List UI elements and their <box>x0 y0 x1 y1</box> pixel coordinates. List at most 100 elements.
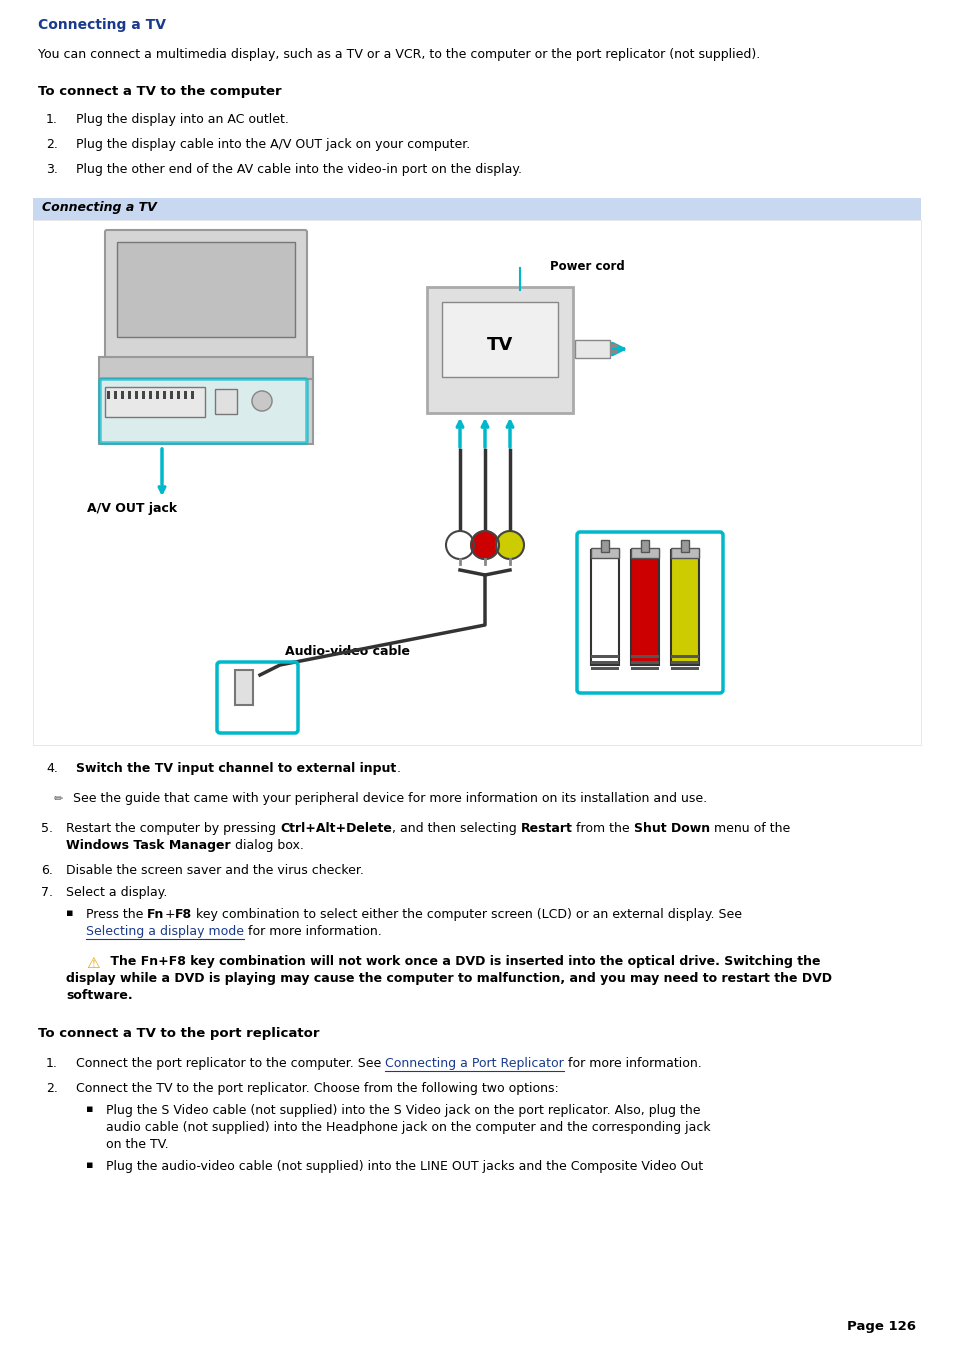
Text: TV: TV <box>486 336 513 354</box>
Bar <box>670 550 699 665</box>
Circle shape <box>446 531 474 559</box>
Text: ▪: ▪ <box>66 908 73 917</box>
Bar <box>680 540 688 553</box>
Bar <box>590 550 618 665</box>
Text: Connect the TV to the port replicator. Choose from the following two options:: Connect the TV to the port replicator. C… <box>76 1082 558 1096</box>
Text: audio cable (not supplied) into the Headphone jack on the computer and the corre: audio cable (not supplied) into the Head… <box>106 1121 710 1133</box>
FancyBboxPatch shape <box>100 380 307 443</box>
Bar <box>156 390 159 399</box>
Text: Switch the TV input channel to external input: Switch the TV input channel to external … <box>76 762 395 775</box>
Text: Plug the S Video cable (not supplied) into the S Video jack on the port replicat: Plug the S Video cable (not supplied) in… <box>106 1104 700 1117</box>
Text: 3.: 3. <box>46 163 58 176</box>
Bar <box>128 390 131 399</box>
Bar <box>149 390 152 399</box>
Bar <box>670 661 699 663</box>
Text: 6.: 6. <box>41 865 52 877</box>
Text: 1.: 1. <box>46 1056 58 1070</box>
Bar <box>142 390 145 399</box>
Text: 5.: 5. <box>41 821 53 835</box>
Bar <box>630 655 659 658</box>
Bar <box>670 667 699 670</box>
Text: , and then selecting: , and then selecting <box>392 821 520 835</box>
Text: software.: software. <box>66 989 132 1002</box>
Text: Connecting a TV: Connecting a TV <box>42 201 156 213</box>
Bar <box>609 345 618 349</box>
Text: ⚠: ⚠ <box>86 957 99 971</box>
Text: .: . <box>395 762 400 775</box>
Bar <box>170 390 172 399</box>
Text: on the TV.: on the TV. <box>106 1138 169 1151</box>
Text: dialog box.: dialog box. <box>231 839 303 852</box>
Circle shape <box>496 531 523 559</box>
Text: F8: F8 <box>175 908 193 921</box>
Bar <box>630 661 659 663</box>
Bar <box>99 380 313 444</box>
Bar <box>33 220 920 744</box>
Bar <box>177 390 180 399</box>
Text: ✏: ✏ <box>54 794 63 804</box>
Text: 1.: 1. <box>46 113 58 126</box>
Bar <box>590 549 618 558</box>
Text: You can connect a multimedia display, such as a TV or a VCR, to the computer or : You can connect a multimedia display, su… <box>38 49 760 61</box>
Text: Audio-video cable: Audio-video cable <box>285 644 410 658</box>
Text: Ctrl+Alt+Delete: Ctrl+Alt+Delete <box>280 821 392 835</box>
Text: display while a DVD is playing may cause the computer to malfunction, and you ma: display while a DVD is playing may cause… <box>66 971 831 985</box>
Text: key combination to select either the computer screen (LCD) or an external displa: key combination to select either the com… <box>193 908 741 921</box>
Text: Restart: Restart <box>520 821 572 835</box>
Text: 7.: 7. <box>41 886 53 898</box>
Text: 4.: 4. <box>46 762 58 775</box>
Text: Page 126: Page 126 <box>846 1320 915 1333</box>
Text: Plug the display cable into the A/V OUT jack on your computer.: Plug the display cable into the A/V OUT … <box>76 138 470 151</box>
Text: The Fn+F8 key combination will not work once a DVD is inserted into the optical : The Fn+F8 key combination will not work … <box>106 955 820 969</box>
Text: A/V OUT jack: A/V OUT jack <box>87 503 177 515</box>
Text: See the guide that came with your peripheral device for more information on its : See the guide that came with your periph… <box>73 792 706 805</box>
Bar <box>609 350 618 354</box>
Bar <box>214 389 236 413</box>
Bar <box>99 357 313 380</box>
Bar <box>191 390 193 399</box>
Bar <box>630 550 659 665</box>
Text: Press the: Press the <box>86 908 147 921</box>
Text: from the: from the <box>572 821 634 835</box>
Bar <box>600 540 608 553</box>
Text: Connecting a Port Replicator: Connecting a Port Replicator <box>385 1056 563 1070</box>
Text: menu of the: menu of the <box>709 821 790 835</box>
Bar <box>590 667 618 670</box>
FancyBboxPatch shape <box>105 230 307 359</box>
Bar <box>121 390 124 399</box>
Text: ▪: ▪ <box>86 1104 93 1115</box>
Bar <box>105 386 205 417</box>
Text: Shut Down: Shut Down <box>634 821 709 835</box>
Text: for more information.: for more information. <box>244 925 381 938</box>
Text: 2.: 2. <box>46 138 58 151</box>
Bar <box>117 242 294 336</box>
Bar <box>163 390 166 399</box>
Text: νΑᴄσ: νΑᴄσ <box>172 273 239 301</box>
Text: Plug the other end of the AV cable into the video-in port on the display.: Plug the other end of the AV cable into … <box>76 163 521 176</box>
Text: for more information.: for more information. <box>563 1056 701 1070</box>
Bar <box>33 199 920 220</box>
Bar <box>441 303 558 377</box>
Bar <box>575 340 609 358</box>
Text: Selecting a display mode: Selecting a display mode <box>86 925 244 938</box>
Text: Fn: Fn <box>147 908 165 921</box>
Bar <box>107 390 110 399</box>
Bar <box>590 655 618 658</box>
Text: √AIO: √AIO <box>179 272 233 292</box>
Text: 2.: 2. <box>46 1082 58 1096</box>
Circle shape <box>252 390 272 411</box>
Text: Plug the audio-video cable (not supplied) into the LINE OUT jacks and the Compos: Plug the audio-video cable (not supplied… <box>106 1161 702 1173</box>
Text: Power cord: Power cord <box>550 259 624 273</box>
Text: Disable the screen saver and the virus checker.: Disable the screen saver and the virus c… <box>66 865 363 877</box>
Text: +: + <box>165 908 175 921</box>
Bar <box>670 549 699 558</box>
Text: Connect the port replicator to the computer. See: Connect the port replicator to the compu… <box>76 1056 385 1070</box>
Bar <box>184 390 187 399</box>
Bar <box>670 655 699 658</box>
Bar <box>630 667 659 670</box>
Bar <box>135 390 138 399</box>
FancyBboxPatch shape <box>427 286 573 413</box>
Bar <box>630 549 659 558</box>
Text: Windows Task Manager: Windows Task Manager <box>66 839 231 852</box>
Bar <box>113 390 117 399</box>
